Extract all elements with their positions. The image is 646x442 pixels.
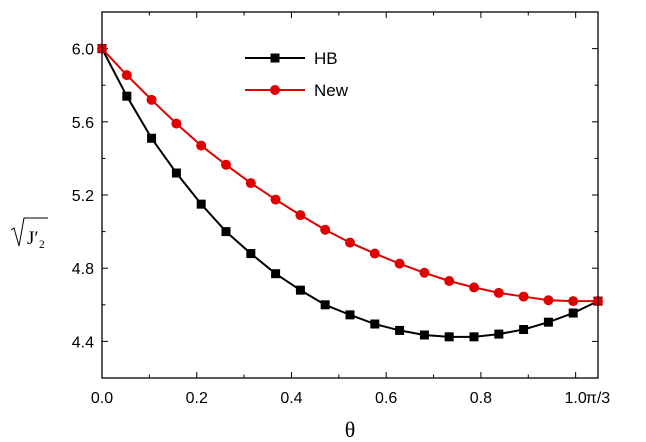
y-axis-title-group: J′₂ — [10, 217, 48, 249]
y-tick-label: 6.0 — [72, 42, 94, 59]
x-tick-label: 0.2 — [186, 390, 208, 407]
series-hb-point — [171, 168, 181, 178]
axis-labels-layer: θ J′₂ — [10, 217, 356, 442]
series-hb-point — [345, 310, 355, 320]
series-new-point — [568, 296, 579, 307]
series-hb-point — [543, 317, 553, 327]
y-axis-title: J′₂ — [27, 228, 45, 249]
series-hb-point — [295, 285, 305, 295]
series-new-point — [419, 267, 430, 278]
series-new-point — [320, 224, 331, 235]
x-tick-label: 1.0 — [565, 390, 587, 407]
series-hb-point — [419, 330, 429, 340]
y-axis-radical-sign — [10, 217, 48, 247]
y-tick-label: 5.2 — [72, 188, 94, 205]
ticks-layer: 0.0 0.2 0.4 0.6 0.8 1.0 π/3 4.4 4.8 5.2 5.6 6.0 — [72, 11, 610, 407]
series-new-point — [345, 237, 355, 248]
series-new-point — [369, 248, 380, 259]
series-new-point — [493, 287, 504, 298]
series-hb-point — [320, 300, 330, 310]
legend-label-hb: HB — [314, 49, 338, 68]
series-hb-point — [147, 133, 157, 143]
x-tick-label: 0.6 — [375, 390, 397, 407]
series-hb-point — [122, 91, 132, 101]
series-new-point — [394, 258, 405, 269]
x-axis-title: θ — [345, 417, 356, 442]
x-tick-label: 0.8 — [470, 390, 492, 407]
series-hb-point — [568, 308, 578, 318]
series-hb-point — [196, 199, 206, 209]
legend-marker-new — [270, 85, 280, 95]
series-new-point — [221, 159, 231, 170]
series-new-point — [543, 295, 554, 306]
series-new-point — [444, 276, 455, 287]
series-hb-point — [221, 227, 231, 237]
x-tick-label: π/3 — [586, 390, 610, 407]
series-new — [97, 43, 603, 307]
series-new-point — [171, 118, 182, 129]
legend-label-new: New — [314, 81, 349, 100]
legend-marker-hb — [270, 53, 280, 63]
y-tick-label: 5.6 — [72, 115, 94, 132]
series-new-point — [469, 282, 479, 293]
series-hb-point — [469, 332, 479, 342]
series-new-point — [196, 140, 207, 151]
plot-frame — [101, 11, 599, 379]
series-new-point — [245, 178, 256, 189]
series-hb-point — [494, 329, 504, 339]
series-new-point — [295, 210, 306, 221]
series-hb-point — [271, 269, 281, 279]
series-new-point — [270, 194, 281, 205]
y-tick-label: 4.8 — [72, 261, 94, 278]
series-new-point — [146, 94, 157, 105]
series-new-point — [121, 70, 132, 81]
series-hb-point — [519, 325, 529, 335]
series-hb-point — [444, 332, 454, 342]
x-tick-label: 0.0 — [91, 390, 113, 407]
x-tick-label: 0.4 — [280, 390, 302, 407]
legend: HB New — [245, 49, 349, 100]
series-hb-point — [395, 325, 405, 335]
series-layer — [97, 43, 603, 342]
y-tick-label: 4.4 — [72, 334, 94, 351]
series-hb-point — [370, 319, 380, 329]
series-new-point — [518, 291, 529, 302]
series-hb-point — [246, 249, 256, 259]
